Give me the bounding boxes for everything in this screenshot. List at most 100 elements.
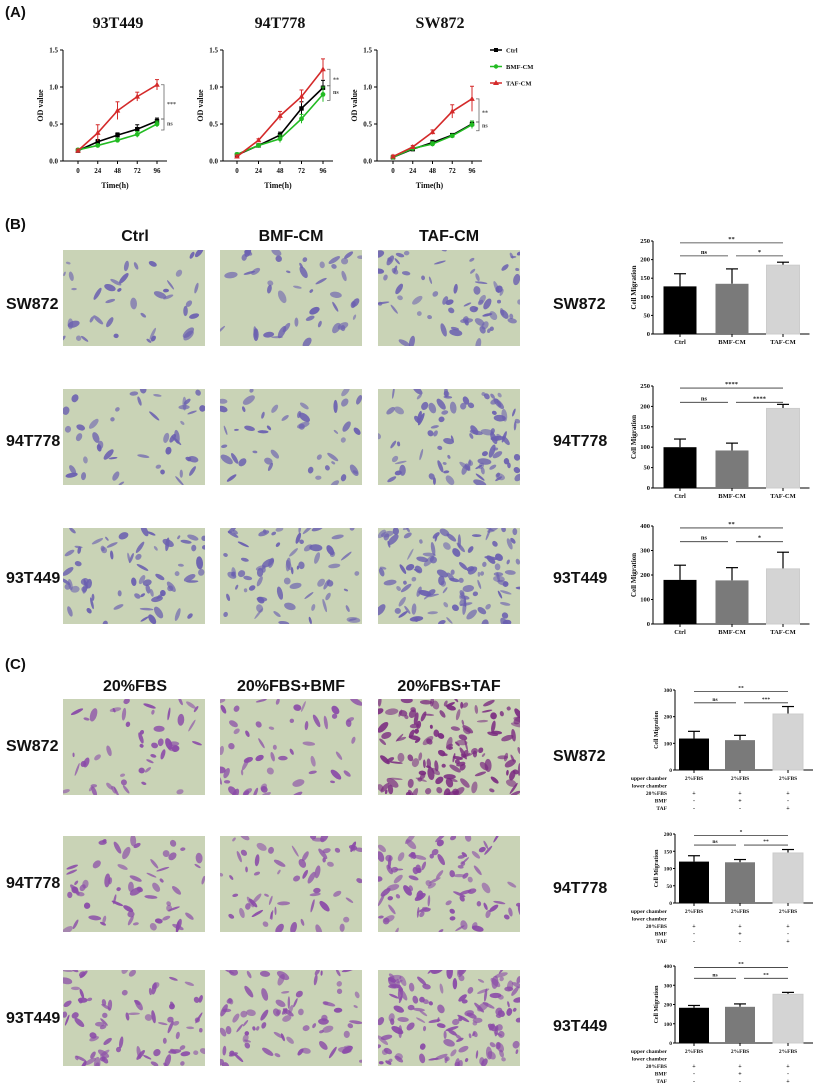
y-axis-label: OD value: [36, 89, 45, 122]
y-tick-label: 50: [644, 465, 651, 472]
x-tick-label: Ctrl: [674, 339, 686, 346]
x-tick-label: 2%FBS: [731, 776, 749, 782]
y-tick-label: 0: [669, 1041, 672, 1047]
significance-bracket: [327, 85, 331, 101]
y-tick-label: 0.5: [209, 121, 218, 129]
micrograph-c-0-2: [378, 699, 520, 795]
legend-marker: [493, 80, 499, 85]
y-tick-label: 0: [669, 901, 672, 907]
bar-chart-94T778: 0 50 100 150 200 Cell Migration 2%FBS 2%FBS 2%FB…: [631, 829, 813, 945]
y-tick-label: 50: [667, 884, 673, 890]
data-point: [95, 139, 100, 144]
condition-value: -: [693, 806, 695, 812]
condition-value: +: [738, 799, 742, 805]
significance-label: **: [763, 972, 769, 978]
data-point: [277, 136, 283, 142]
data-point: [299, 116, 304, 122]
panel-c-column-fbs-bmf: 20%FBS+BMF: [236, 678, 346, 695]
panel-b-chart-label-sw872: SW872: [553, 296, 606, 313]
condition-value: +: [786, 791, 790, 797]
micrograph-c-1-1: [220, 836, 362, 932]
y-axis-label: OD value: [196, 89, 205, 122]
x-tick-label: 2%FBS: [685, 776, 703, 782]
bar-0: [663, 447, 697, 488]
panel-a-label: (A): [5, 4, 26, 21]
panel-b-column-ctrl: Ctrl: [121, 228, 149, 245]
condition-value: +: [692, 791, 696, 797]
significance-bracket: [161, 118, 165, 131]
condition-row-label: BMF: [655, 932, 668, 938]
condition-value: -: [693, 932, 695, 938]
condition-row-label: lower chamber: [632, 917, 668, 923]
significance-label: ***: [167, 102, 176, 108]
y-tick-label: 0.0: [209, 158, 218, 166]
condition-value: -: [693, 939, 695, 945]
condition-value: +: [786, 939, 790, 945]
significance-label: *: [758, 249, 761, 256]
panel-b-row-94t778: 94T778: [6, 433, 61, 450]
y-axis-label: Cell Migration: [654, 985, 660, 1023]
chart-title: SW872: [416, 15, 465, 32]
x-tick-label: Ctrl: [674, 493, 686, 500]
condition-row-label: 20%FBS: [646, 1064, 667, 1070]
micrograph-c-2-2: [378, 970, 520, 1066]
y-axis-label: Cell Migration: [654, 849, 660, 887]
significance-label: **: [333, 77, 339, 83]
y-tick-label: 100: [640, 294, 650, 301]
data-point: [299, 106, 304, 111]
y-tick-label: 200: [640, 572, 650, 579]
bar-chart-SW872: 0 100 200 300 Cell Migration 2%FBS 2%FBS 2%FBS n…: [631, 686, 813, 812]
data-point: [115, 132, 120, 138]
micrograph-c-1-2: [378, 836, 520, 932]
y-tick-label: 400: [640, 523, 650, 530]
bar-1: [725, 1006, 755, 1043]
x-tick-label: 2%FBS: [731, 1049, 749, 1055]
x-tick-label: 2%FBS: [685, 1049, 703, 1055]
micrograph-c-0-1: [220, 699, 362, 795]
data-point: [75, 147, 81, 153]
x-axis-label: Time(h): [264, 181, 292, 190]
line-chart-SW872: SW872 0.0 0.5 1.0 1.5 0 24 48 72 96 Time(h) OD valu…: [350, 15, 533, 190]
panel-c-row-sw872: SW872: [6, 738, 59, 755]
condition-value: -: [693, 799, 695, 805]
condition-value: +: [786, 806, 790, 812]
micrograph-b-0-1: [220, 250, 362, 346]
x-axis-label: Time(h): [101, 181, 129, 190]
data-point: [134, 93, 141, 99]
panel-c-row-94t778: 94T778: [6, 875, 61, 892]
x-tick-label: 0: [76, 167, 80, 175]
bar-0: [679, 861, 709, 903]
panel-b-column-bmf: BMF-CM: [258, 228, 324, 245]
bar-chart-93T449: 0 100 200 300 400 Cell Migration 2%FBS 2%FBS 2%F…: [631, 962, 813, 1085]
condition-value: +: [738, 924, 742, 930]
y-tick-label: 100: [664, 741, 673, 747]
y-tick-label: 0.0: [363, 158, 372, 166]
bar-chart-94T778: 0 50 100 150 200 250 Cell Migration Ctrl BMF-CM T…: [630, 381, 810, 500]
x-tick-label: 2%FBS: [685, 909, 703, 915]
y-tick-label: 0: [647, 331, 650, 338]
y-tick-label: 300: [664, 688, 673, 694]
data-point: [320, 66, 326, 72]
series-line-TAF-CM: [392, 98, 473, 158]
condition-value: +: [692, 924, 696, 930]
y-axis-label: OD value: [350, 89, 359, 122]
bar-2: [772, 993, 804, 1044]
condition-row-label: 20%FBS: [646, 924, 667, 930]
condition-value: +: [738, 1072, 742, 1078]
panel-b-row-93t449: 93T449: [6, 570, 61, 587]
y-tick-label: 100: [640, 597, 650, 604]
condition-value: -: [787, 1072, 789, 1078]
condition-value: +: [786, 1079, 790, 1085]
condition-value: -: [739, 806, 741, 812]
legend-marker: [494, 48, 498, 52]
legend-label: Ctrl: [506, 48, 518, 55]
panel-c-column-fbs: 20%FBS: [102, 678, 168, 695]
data-point: [430, 141, 435, 147]
condition-value: -: [739, 939, 741, 945]
significance-label: ns: [701, 249, 708, 256]
y-tick-label: 0: [647, 485, 650, 492]
significance-label: **: [482, 110, 488, 116]
micrograph-b-1-2: [378, 389, 520, 485]
y-tick-label: 0.0: [49, 158, 58, 166]
y-tick-label: 150: [640, 275, 650, 282]
